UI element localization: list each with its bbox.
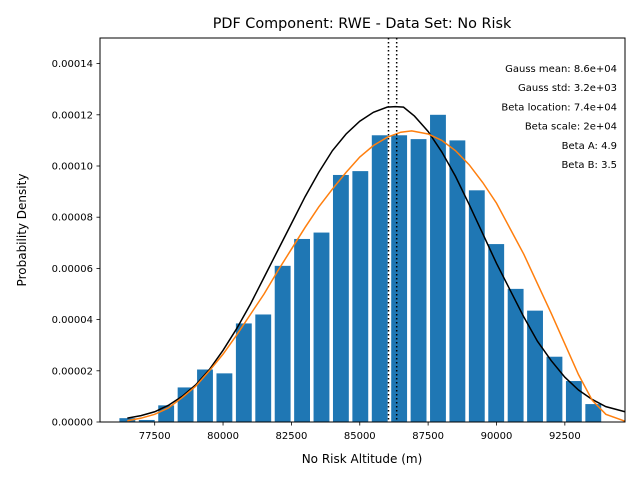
histogram-bar bbox=[332, 174, 349, 422]
x-axis-label: No Risk Altitude (m) bbox=[302, 452, 423, 466]
histogram-bar bbox=[371, 135, 388, 422]
histogram-bar bbox=[391, 135, 408, 422]
y-tick-label: 0.00002 bbox=[52, 366, 93, 377]
axes-frame bbox=[99, 37, 626, 423]
y-tick-label: 0.00008 bbox=[52, 213, 93, 224]
histogram-bar bbox=[410, 139, 427, 422]
y-tick-label: 0.00004 bbox=[52, 315, 93, 326]
parameter-annotations: Gauss mean: 8.6e+04 Gauss std: 3.2e+03 Bet… bbox=[501, 64, 617, 171]
histogram-bar bbox=[294, 238, 310, 422]
histogram-bar bbox=[138, 419, 155, 422]
y-axis: 0.00000 0.00002 0.00004 0.00006 0.00008 0.000… bbox=[52, 59, 100, 429]
histogram-bar bbox=[216, 373, 233, 422]
histogram-bar bbox=[565, 381, 582, 422]
histogram-bar bbox=[255, 314, 272, 422]
x-axis: 77500 80000 82500 85000 87500 90000 92500 bbox=[139, 422, 581, 442]
y-tick-label: 0.00012 bbox=[52, 110, 93, 121]
x-tick-label: 92500 bbox=[549, 431, 581, 442]
histogram-bar bbox=[313, 232, 330, 422]
y-tick-label: 0.00000 bbox=[52, 418, 93, 429]
histogram-bar bbox=[468, 190, 485, 422]
histogram-bar bbox=[352, 171, 369, 422]
x-tick-label: 82500 bbox=[276, 431, 308, 442]
histogram-bar bbox=[197, 369, 213, 422]
histogram-bar bbox=[430, 114, 446, 423]
histogram-bar bbox=[585, 404, 602, 422]
histogram-bar bbox=[527, 310, 543, 422]
annotation-text: Beta A: 4.9 bbox=[562, 141, 617, 152]
annotation-text: Beta scale: 2e+04 bbox=[525, 122, 617, 133]
histogram-bar bbox=[235, 323, 252, 422]
x-tick-label: 85000 bbox=[344, 431, 376, 442]
x-tick-label: 87500 bbox=[412, 431, 444, 442]
histogram-bar bbox=[274, 265, 291, 422]
histogram-bar bbox=[488, 244, 505, 422]
annotation-text: Gauss std: 3.2e+03 bbox=[518, 83, 617, 94]
histogram-bar bbox=[546, 356, 563, 422]
y-tick-label: 0.00014 bbox=[52, 59, 93, 70]
chart-title: PDF Component: RWE - Data Set: No Risk bbox=[213, 16, 512, 32]
beta-fit-line bbox=[127, 130, 626, 422]
y-tick-label: 0.00010 bbox=[52, 162, 93, 173]
annotation-text: Beta B: 3.5 bbox=[561, 160, 617, 171]
x-tick-label: 77500 bbox=[139, 431, 171, 442]
y-tick-label: 0.00006 bbox=[52, 264, 93, 275]
gauss-fit-line bbox=[127, 105, 626, 419]
annotation-text: Gauss mean: 8.6e+04 bbox=[505, 64, 617, 75]
x-tick-label: 80000 bbox=[207, 431, 239, 442]
x-tick-label: 90000 bbox=[481, 431, 513, 442]
histogram-bar bbox=[507, 288, 524, 422]
plot-area bbox=[119, 38, 626, 423]
histogram-bar bbox=[449, 140, 466, 422]
histogram-bar bbox=[158, 405, 175, 422]
y-axis-label: Probability Density bbox=[15, 174, 29, 287]
annotation-text: Beta location: 7.4e+04 bbox=[501, 102, 617, 113]
